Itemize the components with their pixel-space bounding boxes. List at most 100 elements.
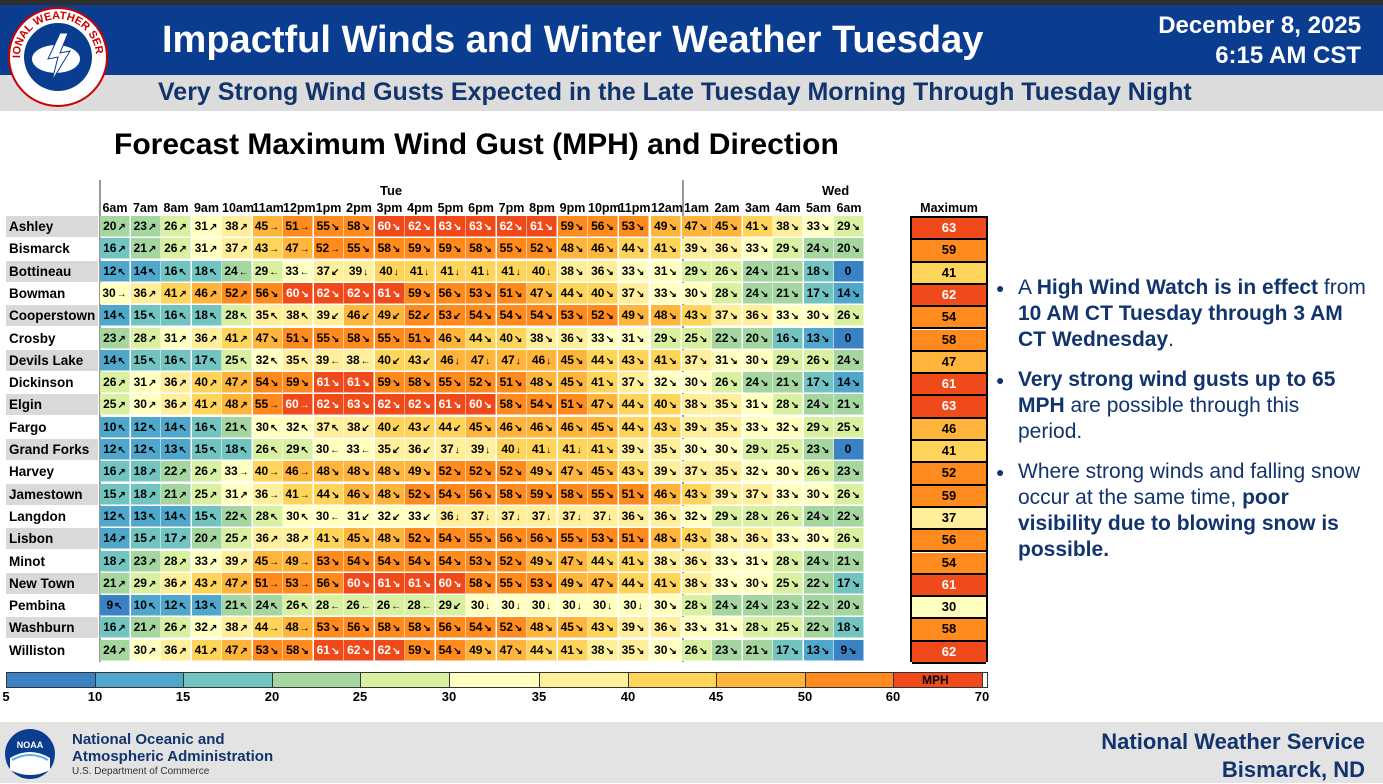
gust-value: 26: [164, 241, 178, 256]
gust-cell: 36↗: [161, 394, 191, 416]
gust-value: 44: [591, 553, 605, 568]
wind-direction-icon: ←: [360, 355, 371, 367]
gust-value: 12: [133, 442, 147, 456]
gust-value: 29: [286, 442, 300, 456]
gust-value: 45: [715, 219, 729, 233]
gust-value: 61: [316, 642, 330, 657]
gust-cell: 55↘: [588, 483, 618, 505]
gust-value: 55: [377, 330, 391, 345]
wind-direction-icon: ↘: [790, 222, 799, 233]
gust-value: 38: [654, 553, 668, 568]
hour-label: 10pm: [588, 201, 621, 215]
wind-direction-icon: ↖: [208, 422, 218, 434]
gust-value: 56: [347, 620, 361, 635]
wind-direction-icon: ↘: [574, 222, 584, 233]
gust-value: 36: [745, 531, 759, 546]
wind-direction-icon: ↖: [117, 422, 126, 434]
gust-cell: 35↘: [618, 639, 649, 661]
gust-value: 51: [621, 531, 635, 546]
gust-value: 18: [194, 263, 208, 278]
key-message: ● A High Wind Watch is in effect from 10 …: [996, 275, 1368, 353]
wind-direction-icon: ↓: [546, 266, 552, 278]
gust-cell: 52↘: [496, 550, 527, 572]
gust-value: 51: [499, 285, 513, 300]
gust-value: 41: [501, 263, 515, 278]
gust-cell: 53↘: [527, 572, 557, 594]
wind-direction-icon: ↖: [147, 355, 157, 367]
gust-value: 49: [530, 464, 544, 479]
wind-direction-icon: ↗: [178, 244, 187, 256]
wind-direction-icon: ↘: [759, 422, 769, 434]
wind-direction-icon: ↘: [574, 578, 584, 590]
gust-cell: 12↖: [130, 416, 161, 438]
gust-value: 28: [164, 553, 178, 568]
wind-direction-icon: ↘: [391, 489, 401, 501]
wind-direction-icon: ↗: [208, 489, 218, 501]
noaa-logo-icon: NOAA: [5, 729, 55, 779]
wind-direction-icon: ←: [330, 511, 341, 523]
gust-value: 17: [837, 575, 851, 590]
gust-value: 60: [285, 397, 299, 412]
gust-value: 38: [776, 219, 790, 233]
gust-value: 30: [776, 464, 790, 479]
wind-direction-icon: ↘: [820, 266, 830, 278]
gust-cell: 15↗: [130, 528, 161, 550]
gust-cell: 31↘: [618, 327, 649, 349]
wind-direction-icon: ↖: [208, 266, 218, 278]
gust-value: 32: [654, 375, 668, 390]
gust-value: 51: [560, 397, 574, 412]
gust-value: 31: [715, 352, 729, 367]
gust-value: 56: [469, 486, 483, 501]
gust-cell: 52↗: [222, 282, 252, 304]
gust-value: 28: [715, 285, 729, 300]
wind-direction-icon: ↘: [820, 288, 830, 300]
wind-direction-icon: ↖: [239, 511, 248, 523]
wind-direction-icon: ↖: [178, 422, 187, 434]
gust-cell: 45↘: [588, 416, 618, 438]
gust-cell: 51↘: [618, 528, 649, 550]
gust-value: 59: [560, 219, 574, 233]
wind-direction-icon: ↘: [330, 623, 340, 635]
gust-value: 33: [194, 553, 208, 568]
gust-value: 39: [654, 464, 668, 479]
wind-direction-icon: ↘: [759, 333, 769, 345]
gust-value: 30: [562, 598, 576, 613]
gust-value: 31: [347, 508, 361, 523]
gust-cell: 47↓: [466, 349, 496, 371]
gust-cell: 25↗: [191, 483, 222, 505]
gust-value: 30: [255, 419, 269, 434]
gust-value: 36: [621, 508, 635, 523]
gust-value: 24: [806, 241, 820, 256]
gust-cell: 54↘: [527, 394, 557, 416]
wind-direction-icon: ↓: [485, 601, 491, 613]
wind-direction-icon: ↖: [269, 311, 279, 323]
wind-direction-icon: ↘: [820, 645, 830, 657]
wind-direction-icon: ↘: [790, 311, 799, 323]
gust-value: 52: [408, 531, 422, 546]
gust-value: 41: [164, 285, 178, 300]
gust-value: 63: [438, 219, 452, 233]
gust-value: 54: [469, 620, 483, 635]
gust-cell: 52↘: [527, 238, 557, 260]
gust-value: 51: [621, 486, 635, 501]
text: are possible through this period.: [1018, 394, 1300, 443]
gust-value: 23: [776, 598, 790, 613]
gust-value: 29: [776, 241, 790, 256]
wind-direction-icon: ↙: [422, 355, 431, 367]
page-subtitle: Very Strong Wind Gusts Expected in the L…: [158, 78, 1192, 106]
gust-value: 33: [346, 442, 360, 456]
gust-value: 33: [776, 308, 790, 323]
wind-direction-icon: ↘: [790, 578, 799, 590]
wind-direction-icon: ↘: [513, 645, 523, 657]
wind-direction-icon: ↘: [605, 333, 614, 345]
gust-cell: 35↘: [712, 394, 742, 416]
wind-direction-icon: ↘: [574, 400, 584, 412]
gust-value: 58: [347, 219, 361, 233]
gust-cell: 37↓: [588, 505, 618, 527]
gust-cell: 13↖: [191, 595, 222, 617]
gust-value: 52: [499, 464, 513, 479]
gust-cell: 23↘: [773, 595, 803, 617]
gust-cell: 56↘: [435, 617, 466, 639]
gust-value: 46: [194, 285, 208, 300]
gust-value: 30: [654, 642, 668, 657]
